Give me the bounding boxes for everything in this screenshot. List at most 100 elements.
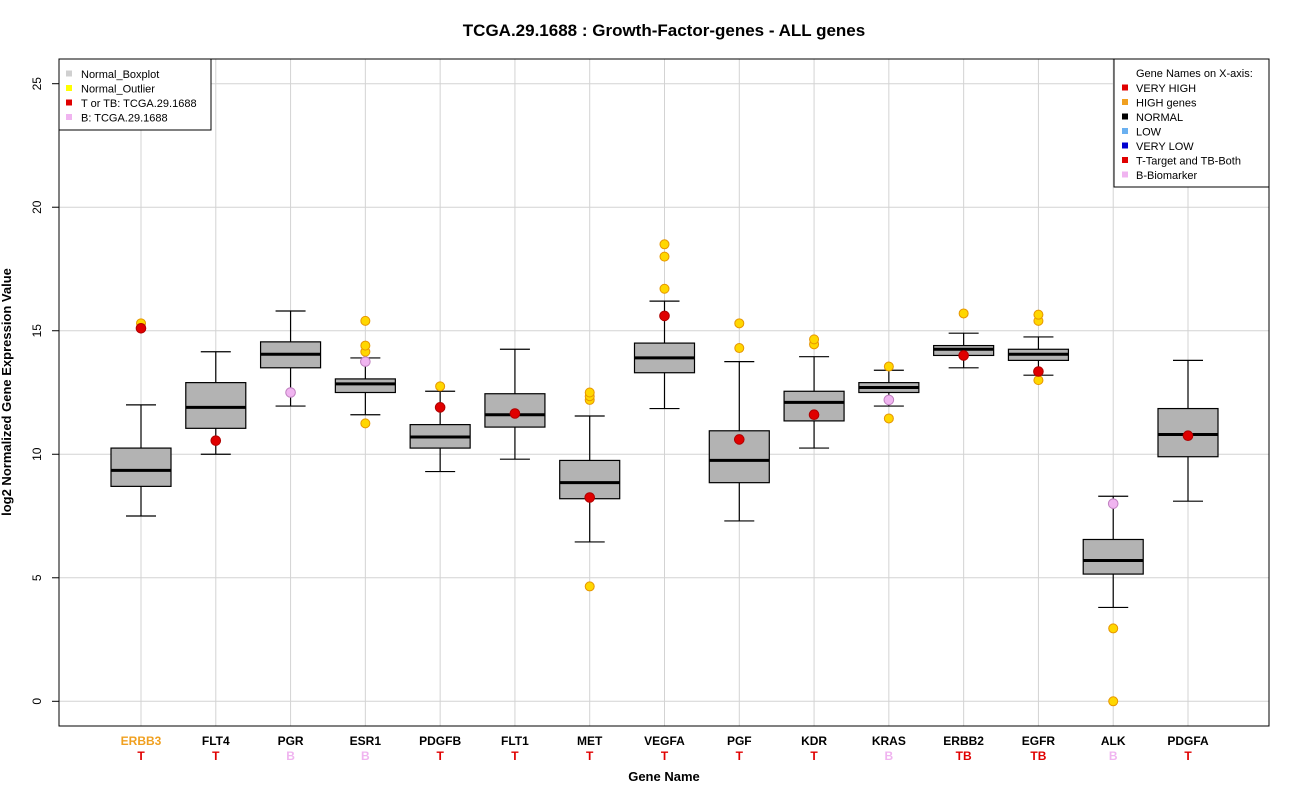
outlier-point [659,251,670,262]
x-tick-label: VEGFA [644,734,685,748]
gene-tag: T [736,749,744,763]
outlier-point [1033,375,1044,386]
outlier-point [734,343,745,354]
gene-tag: T [1184,749,1192,763]
legend-swatch [1122,128,1128,134]
sample-point [958,350,969,361]
legend-label: T or TB: TCGA.29.1688 [81,98,197,110]
x-tick-label: PDGFB [419,734,461,748]
x-tick-label: PDGFA [1167,734,1209,748]
box-flt1 [484,393,546,428]
outlier-point [1108,623,1119,634]
legend-label: HIGH genes [1136,98,1197,110]
y-tick-label: 10 [30,447,44,461]
chart-title: TCGA.29.1688 : Growth-Factor-genes - ALL… [463,21,865,40]
legend-box [58,58,212,131]
gene-tag: B [885,749,894,763]
sample-point [1182,430,1194,442]
outlier-point [1108,696,1119,707]
y-tick-label: 5 [30,574,44,581]
outlier-point [584,581,595,592]
sample-point [883,394,895,406]
gene-tag: B [1109,749,1118,763]
legend-swatch [1122,157,1128,163]
x-tick-label: PGF [727,734,752,748]
points [135,239,1194,707]
legend-title: Gene Names on X-axis: [1136,68,1253,80]
outlier-point [883,361,894,372]
outlier-point [435,381,446,392]
legend-label: VERY LOW [1136,141,1194,153]
outlier-point [360,418,371,429]
sample-point [509,408,521,419]
legend-label: Normal_Outlier [81,84,155,96]
legend-label: Normal_Boxplot [81,69,159,81]
sample-point [733,434,745,445]
axes: 0510152025ERBB3TFLT4TPGRBESR1BPDGFBTFLT1… [30,77,1209,763]
legend-swatch [66,114,72,120]
outlier-point [360,340,371,351]
legend-label: T-Target and TB-Both [1136,156,1241,168]
sample-point [434,402,446,413]
legend-swatch [1122,142,1128,149]
legend-label: NORMAL [1136,112,1183,124]
box-erbb3 [110,447,172,487]
outlier-point [659,239,670,250]
box-esr1 [334,378,396,394]
legend-swatch [1122,171,1128,178]
x-tick-label: ERBB3 [121,734,162,748]
sample-point [135,322,147,334]
legend-swatch [1122,84,1128,91]
sample-point [584,492,596,503]
x-tick-label: FLT1 [501,734,529,748]
legend-box [1113,58,1270,188]
outlier-point [1033,309,1044,320]
outlier-point [883,413,894,424]
gene-tag: T [212,749,220,763]
sample-point [659,310,670,322]
legend-label: B-Biomarker [1136,170,1197,182]
box-flt4 [185,382,247,429]
y-tick-label: 0 [30,698,44,705]
gene-tag: T [586,749,594,763]
x-tick-label: ERBB2 [943,734,984,748]
plot-frame [58,58,1270,727]
y-axis-label: log2 Normalized Gene Expression Value [0,268,14,516]
x-tick-label: ESR1 [350,734,382,748]
legend-swatch [1122,113,1128,120]
x-tick-label: ALK [1101,734,1126,748]
x-tick-label: MET [577,734,603,748]
gene-tag: B [286,749,295,763]
sample-point [210,435,222,446]
legend-swatch [66,70,72,77]
sample-point [1107,498,1119,509]
legend-label: VERY HIGH [1136,83,1196,95]
gene-tag: TB [956,749,972,763]
x-tick-label: KRAS [872,734,906,748]
gene-tag: T [511,749,519,763]
x-tick-label: EGFR [1022,734,1056,748]
gene-tag: T [810,749,818,763]
legend-gene-names: Gene Names on X-axis: VERY HIGH HIGH genes… [1113,58,1270,188]
legend-label: B: TCGA.29.1688 [81,113,168,125]
x-tick-label: PGR [278,734,304,748]
gene-tag: B [361,749,370,763]
box-alk [1082,538,1144,575]
outlier-point [809,334,820,345]
outlier-point [360,315,371,326]
gene-tag: T [137,749,145,763]
sample-point [285,387,296,398]
x-tick-label: KDR [801,734,827,748]
gene-tag: TB [1030,749,1046,763]
legend-swatch [66,99,72,106]
gene-tag: T [436,749,444,763]
sample-point [360,356,371,367]
x-axis-label: Gene Name [628,769,700,784]
outlier-point [734,318,745,329]
legend-sample: Normal_Boxplot Normal_Outlier T or TB: TCG… [58,58,212,131]
legend-swatch [1122,99,1128,105]
outlier-point [584,387,595,398]
sample-point [808,409,820,421]
legend-label: LOW [1136,127,1162,139]
